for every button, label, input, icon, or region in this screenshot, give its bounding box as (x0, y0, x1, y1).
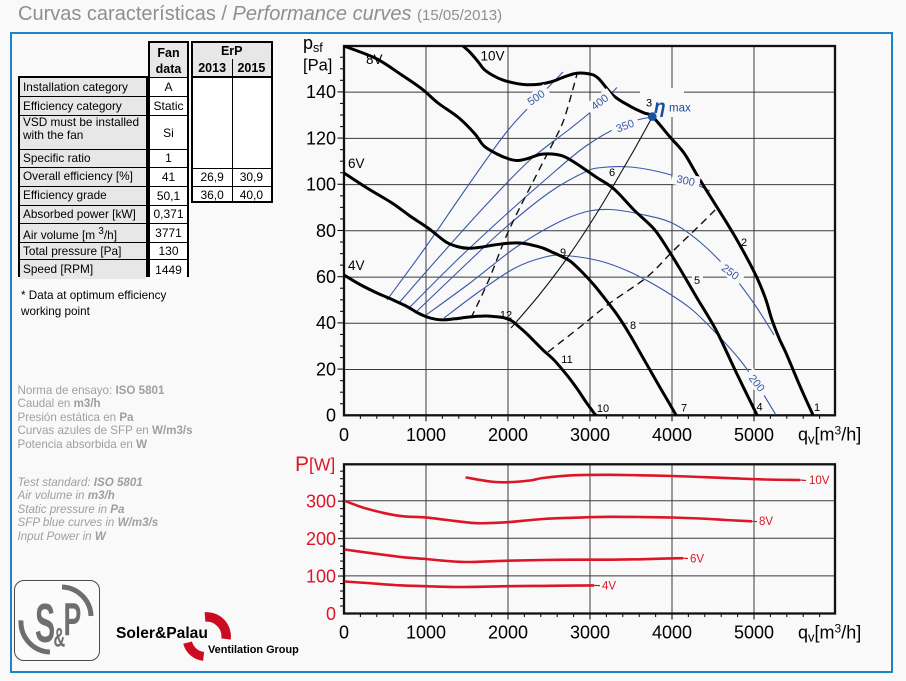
svg-text:4V: 4V (602, 581, 616, 593)
svg-text:qv[m3/h]: qv[m3/h] (798, 424, 861, 447)
svg-text:300: 300 (675, 174, 695, 190)
svg-text:7: 7 (681, 403, 687, 415)
svg-text:S: S (35, 594, 55, 655)
svg-text:5: 5 (694, 275, 700, 287)
svg-text:max: max (669, 103, 691, 115)
svg-text:4000: 4000 (652, 425, 692, 445)
svg-text:qv[m3/h]: qv[m3/h] (798, 621, 861, 644)
svg-text:300: 300 (306, 491, 336, 511)
svg-text:0: 0 (326, 604, 336, 624)
svg-text:120: 120 (306, 128, 336, 148)
svg-text:100: 100 (306, 175, 336, 195)
svg-text:η: η (654, 97, 666, 118)
svg-text:6V: 6V (690, 554, 704, 566)
svg-text:12: 12 (500, 310, 512, 322)
svg-text:20: 20 (316, 359, 336, 379)
svg-text:3000: 3000 (570, 425, 610, 445)
svg-text:10V: 10V (481, 49, 505, 64)
svg-text:6V: 6V (348, 156, 365, 171)
svg-text:140: 140 (306, 82, 336, 102)
svg-text:80: 80 (316, 221, 336, 241)
svg-text:100: 100 (306, 566, 336, 586)
svg-text:8: 8 (630, 320, 636, 332)
svg-text:60: 60 (316, 267, 336, 287)
svg-text:2000: 2000 (488, 623, 528, 643)
svg-text:3: 3 (646, 98, 652, 110)
svg-text:1000: 1000 (406, 623, 446, 643)
svg-text:0: 0 (339, 623, 349, 643)
svg-text:8V: 8V (366, 52, 383, 67)
svg-text:10: 10 (597, 403, 609, 415)
svg-text:&: & (54, 622, 66, 652)
svg-text:2000: 2000 (488, 425, 528, 445)
svg-text:P[W]: P[W] (295, 453, 335, 476)
svg-text:10V: 10V (809, 475, 830, 487)
svg-text:3000: 3000 (570, 623, 610, 643)
svg-text:11: 11 (561, 354, 572, 366)
svg-text:4: 4 (756, 402, 762, 414)
svg-text:200: 200 (306, 529, 336, 549)
svg-text:0: 0 (326, 406, 336, 426)
svg-text:5000: 5000 (734, 425, 774, 445)
svg-text:4V: 4V (348, 258, 365, 273)
svg-text:8V: 8V (759, 516, 773, 528)
svg-text:[Pa]: [Pa] (303, 57, 332, 75)
svg-text:0: 0 (339, 425, 349, 445)
svg-text:1: 1 (814, 402, 820, 414)
svg-text:9: 9 (560, 247, 566, 259)
svg-text:2: 2 (741, 237, 747, 249)
svg-text:P: P (64, 594, 82, 645)
svg-text:1000: 1000 (406, 425, 446, 445)
svg-text:6: 6 (609, 167, 615, 179)
svg-text:4000: 4000 (652, 623, 692, 643)
svg-text:psf: psf (303, 33, 323, 55)
svg-text:5000: 5000 (734, 623, 774, 643)
svg-text:40: 40 (316, 313, 336, 333)
